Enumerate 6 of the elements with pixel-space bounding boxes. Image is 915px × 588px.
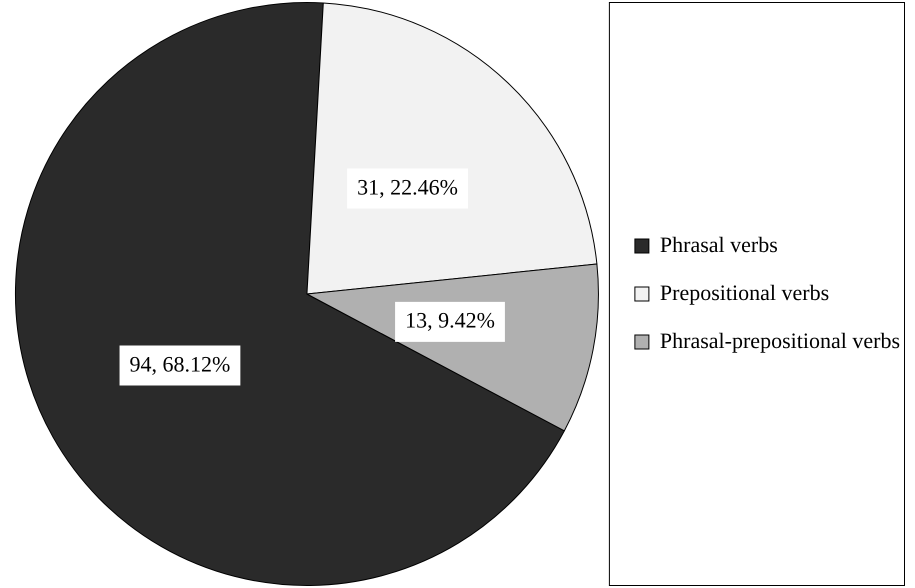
legend-label: Phrasal verbs [660,232,778,257]
legend-label: Prepositional verbs [660,280,830,305]
legend-label: Phrasal-prepositional verbs [660,328,900,353]
data-label: 94, 68.12% [130,351,230,376]
data-label: 31, 22.46% [357,174,458,200]
data-label: 13, 9.42% [405,308,495,333]
